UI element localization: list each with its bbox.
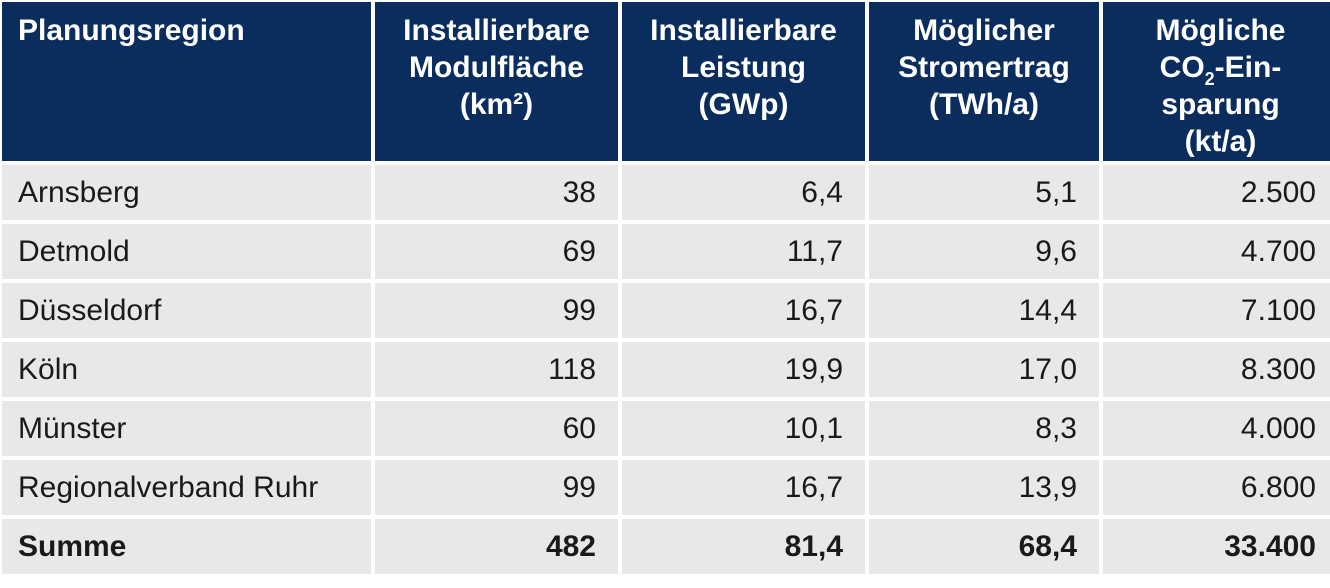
header-area-line-2: Modulfläche	[408, 51, 584, 84]
cell-region: Münster	[2, 401, 371, 456]
cell-region: Düsseldorf	[2, 283, 371, 338]
header-power-line-2: Leistung	[681, 51, 806, 84]
cell-yield: 14,4	[869, 283, 1099, 338]
cell-area: 69	[375, 224, 618, 279]
cell-region: Regionalverband Ruhr	[2, 460, 371, 515]
cell-co2: 4.700	[1103, 224, 1330, 279]
total-area: 482	[375, 519, 618, 574]
cell-region: Köln	[2, 342, 371, 397]
table-row: Düsseldorf 99 16,7 14,4 7.100	[2, 283, 1330, 338]
total-yield: 68,4	[869, 519, 1099, 574]
header-yield-line-1: Möglicher	[913, 14, 1055, 47]
cell-yield: 17,0	[869, 342, 1099, 397]
table-row: Detmold 69 11,7 9,6 4.700	[2, 224, 1330, 279]
cell-area: 38	[375, 165, 618, 220]
cell-power: 16,7	[622, 283, 865, 338]
header-co2-line-4: (kt/a)	[1184, 125, 1257, 158]
cell-power: 10,1	[622, 401, 865, 456]
total-co2: 33.400	[1103, 519, 1330, 574]
header-region-label: Planungsregion	[18, 14, 245, 47]
cell-power: 6,4	[622, 165, 865, 220]
cell-co2: 7.100	[1103, 283, 1330, 338]
cell-yield: 9,6	[869, 224, 1099, 279]
header-power-line-1: Installierbare	[650, 14, 837, 47]
header-region: Planungsregion	[2, 2, 371, 161]
header-power-line-3: (GWp)	[698, 88, 789, 121]
cell-area: 60	[375, 401, 618, 456]
header-yield-line-2: Stromertrag	[898, 51, 1070, 84]
cell-co2: 8.300	[1103, 342, 1330, 397]
cell-region: Arnsberg	[2, 165, 371, 220]
header-area: Installierbare Modulfläche (km²)	[375, 2, 618, 161]
cell-co2: 6.800	[1103, 460, 1330, 515]
header-area-line-1: Installierbare	[403, 14, 590, 47]
cell-region: Detmold	[2, 224, 371, 279]
header-power: Installierbare Leistung (GWp)	[622, 2, 865, 161]
header-co2-formula: CO	[1159, 51, 1205, 84]
header-yield-line-3: (TWh/a)	[929, 88, 1039, 121]
cell-yield: 13,9	[869, 460, 1099, 515]
cell-area: 99	[375, 283, 618, 338]
header-area-line-3: (km²)	[459, 88, 534, 121]
header-co2-suffix: -Ein-	[1214, 51, 1282, 84]
cell-power: 11,7	[622, 224, 865, 279]
table-row: Arnsberg 38 6,4 5,1 2.500	[2, 165, 1330, 220]
table-row: Regionalverband Ruhr 99 16,7 13,9 6.800	[2, 460, 1330, 515]
header-co2-subscript: 2	[1204, 69, 1215, 89]
total-row: Summe 482 81,4 68,4 33.400	[2, 519, 1330, 574]
header-co2-line-3: sparung	[1161, 88, 1280, 121]
table-row: Münster 60 10,1 8,3 4.000	[2, 401, 1330, 456]
cell-power: 19,9	[622, 342, 865, 397]
cell-power: 16,7	[622, 460, 865, 515]
cell-area: 118	[375, 342, 618, 397]
table-row: Köln 118 19,9 17,0 8.300	[2, 342, 1330, 397]
cell-yield: 8,3	[869, 401, 1099, 456]
header-co2-line-1: Mögliche	[1155, 14, 1286, 47]
header-co2: Mögliche CO2-Ein- sparung (kt/a)	[1103, 2, 1330, 161]
total-power: 81,4	[622, 519, 865, 574]
header-yield: Möglicher Stromertrag (TWh/a)	[869, 2, 1099, 161]
header-co2-line-2: CO2-Ein-	[1111, 49, 1330, 89]
header-row: Planungsregion Installierbare Modulfläch…	[2, 2, 1330, 161]
cell-area: 99	[375, 460, 618, 515]
cell-co2: 4.000	[1103, 401, 1330, 456]
cell-yield: 5,1	[869, 165, 1099, 220]
cell-co2: 2.500	[1103, 165, 1330, 220]
total-label: Summe	[2, 519, 371, 574]
